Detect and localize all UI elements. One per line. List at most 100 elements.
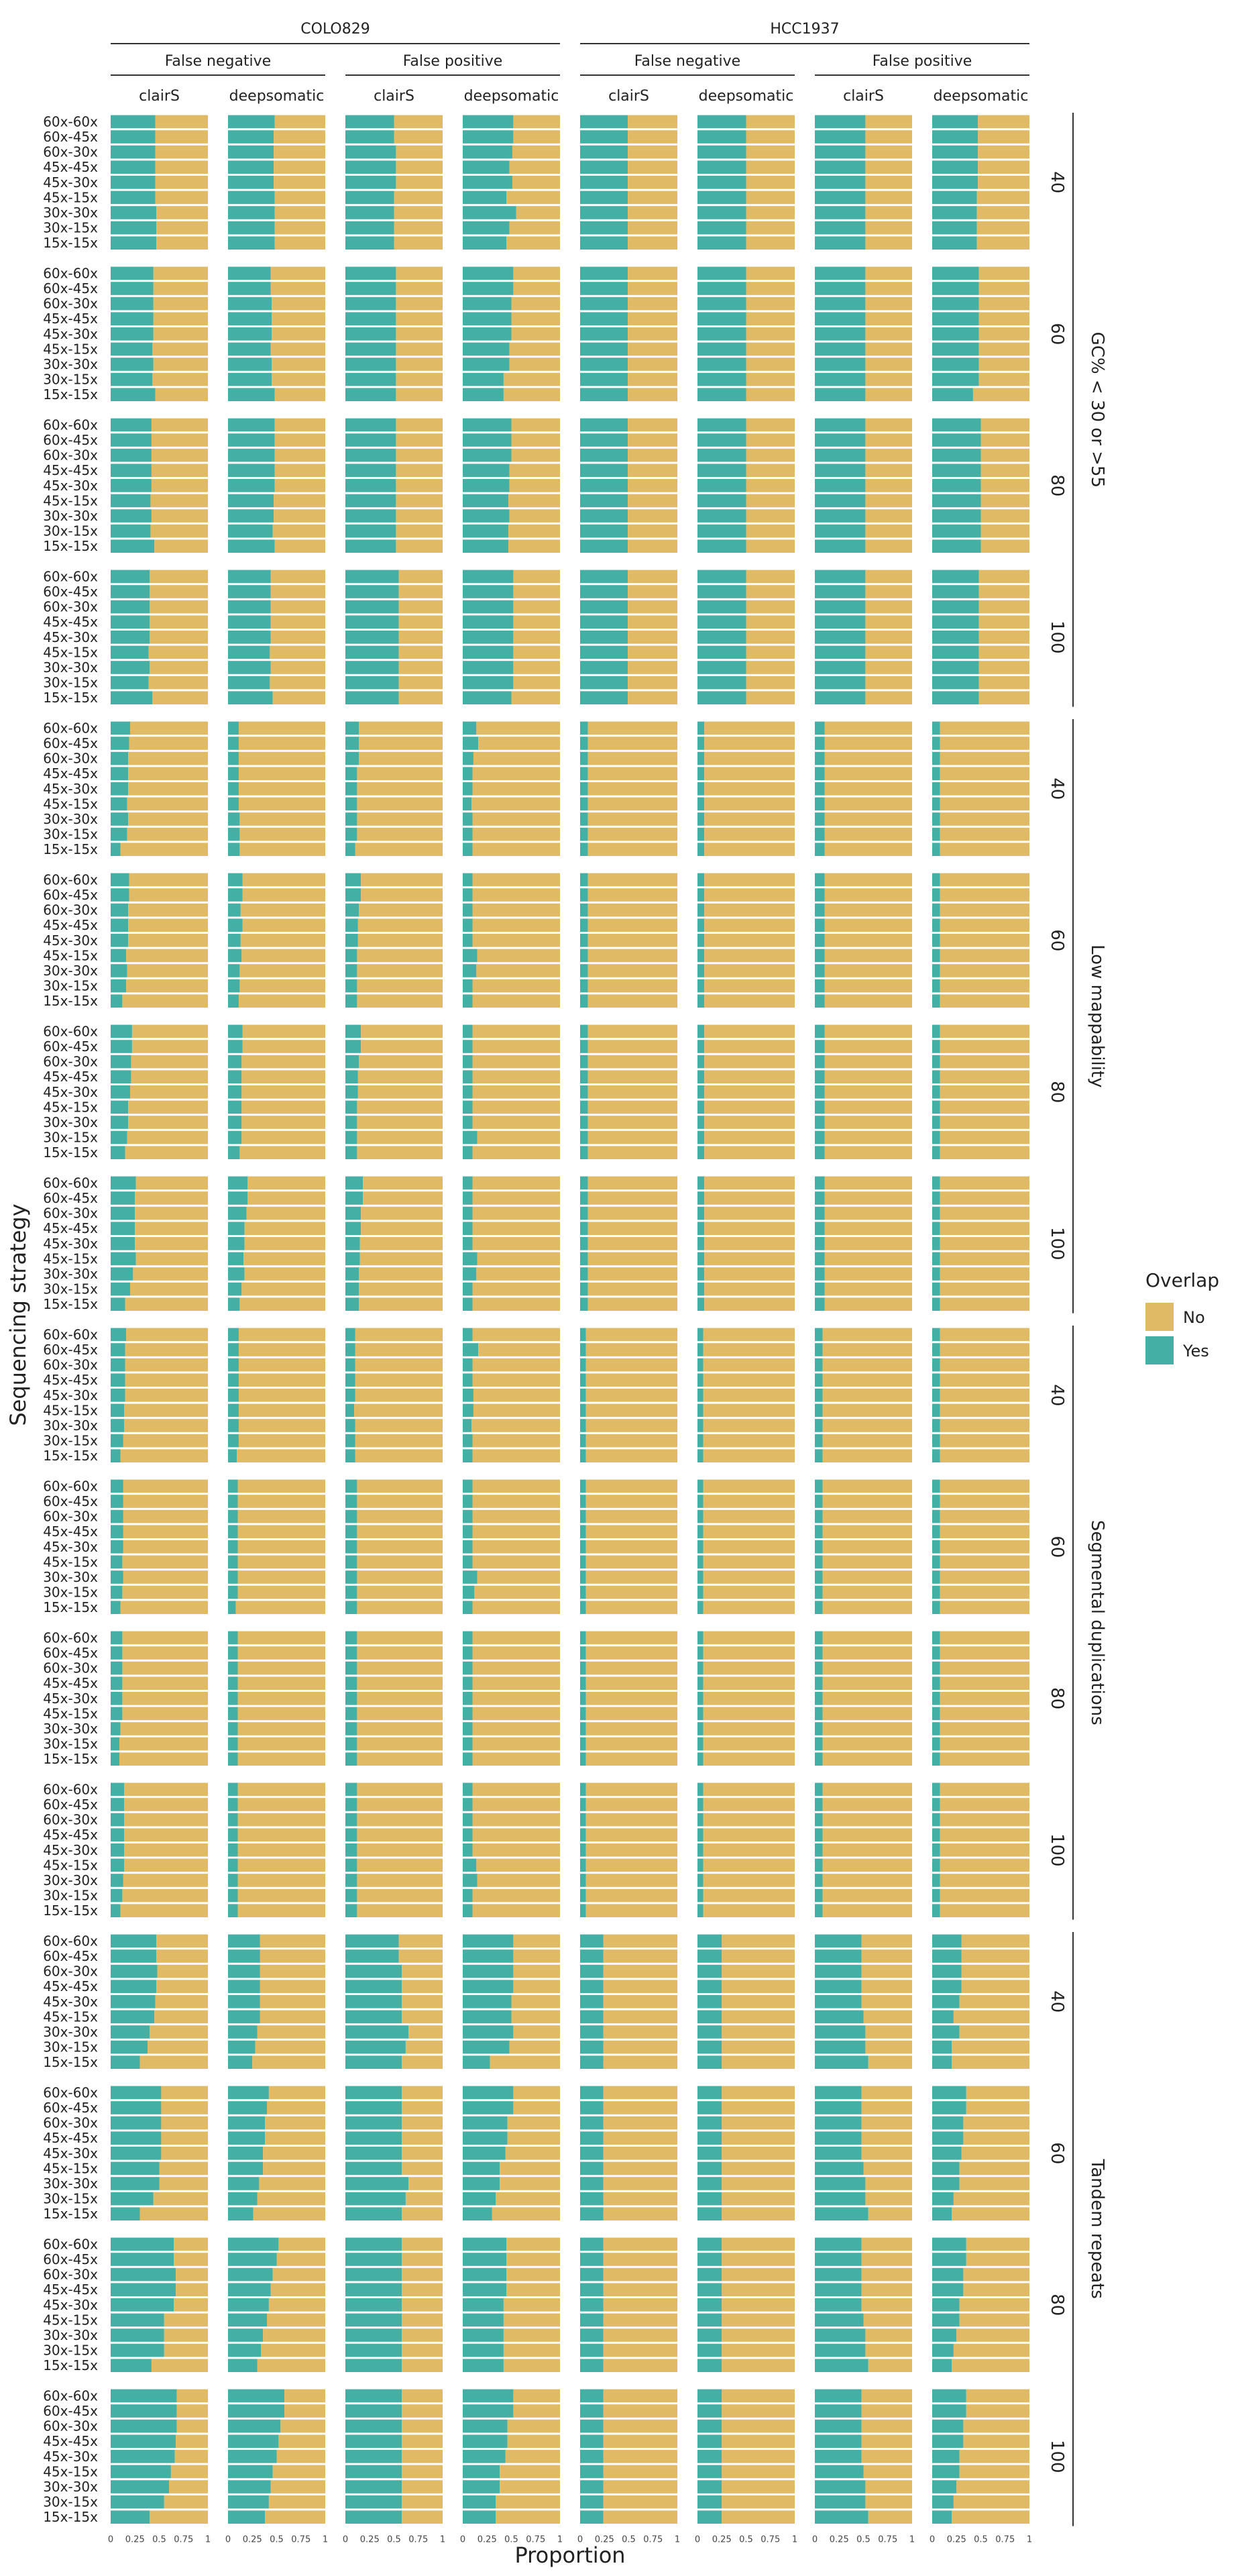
bar-no <box>746 539 795 553</box>
bar-no <box>703 1555 795 1569</box>
bar-no <box>865 464 912 477</box>
bar-no <box>270 2283 325 2296</box>
bar-yes <box>111 873 129 887</box>
bar-yes <box>697 1980 722 1993</box>
bar-no <box>176 2267 208 2282</box>
bar-no <box>703 1828 795 1841</box>
bar-no <box>628 176 677 189</box>
bar-no <box>361 888 443 902</box>
bar-yes <box>111 2419 177 2433</box>
bar-yes <box>345 615 399 629</box>
bar-no <box>122 1692 208 1705</box>
bar-no <box>513 1980 560 1993</box>
legend-swatch-no <box>1145 1303 1174 1331</box>
bar-yes <box>580 1449 586 1462</box>
category-tick-label: 60x-30x <box>43 1205 98 1222</box>
bar-yes <box>228 1555 238 1569</box>
bar-no <box>472 888 560 902</box>
bar-no <box>585 1752 677 1766</box>
bar-yes <box>111 1176 136 1190</box>
bar-yes <box>345 1964 402 1978</box>
bar-yes <box>345 160 396 174</box>
bar-no <box>472 1646 560 1660</box>
bar-yes <box>932 206 977 219</box>
bar-yes <box>463 266 514 280</box>
bar-no <box>585 1328 677 1342</box>
bar-no <box>746 206 795 219</box>
bar-no <box>628 615 677 629</box>
bar-no <box>704 797 795 811</box>
bar-yes <box>463 1373 473 1387</box>
bar-no <box>472 1176 560 1190</box>
category-tick-label: 60x-30x <box>43 1964 98 1980</box>
bar-yes <box>228 1585 238 1599</box>
bar-yes <box>580 1995 604 2008</box>
bar-no <box>122 1707 208 1721</box>
bar-yes <box>463 2253 507 2266</box>
bar-yes <box>345 2207 402 2220</box>
bar-yes <box>111 2040 148 2054</box>
bar-yes <box>580 160 628 174</box>
bar-yes <box>463 221 510 235</box>
category-tick-label: 30x-30x <box>43 1114 98 1130</box>
bar-yes <box>111 1191 135 1205</box>
facet-panel <box>111 266 208 401</box>
bar-yes <box>580 1176 588 1190</box>
bar-yes <box>345 1358 355 1372</box>
bar-yes <box>111 282 154 295</box>
bar-yes <box>580 1676 586 1690</box>
bar-no <box>824 1116 912 1129</box>
bar-yes <box>815 1085 825 1099</box>
bar-no <box>978 358 1029 371</box>
bar-no <box>861 2450 912 2463</box>
bar-no <box>865 312 912 325</box>
bar-yes <box>345 206 394 219</box>
bar-no <box>628 130 677 144</box>
bar-yes <box>111 539 155 553</box>
bar-no <box>265 2116 325 2130</box>
category-tick-label: 60x-60x <box>43 265 98 281</box>
bar-no <box>703 1570 795 1584</box>
bar-yes <box>815 2328 866 2342</box>
bar-no <box>722 2253 795 2266</box>
bar-yes <box>932 1237 940 1250</box>
bar-yes <box>697 509 746 523</box>
bar-yes <box>111 691 153 704</box>
bar-no <box>513 2101 560 2114</box>
bar-yes <box>463 903 473 917</box>
bar-no <box>940 1237 1029 1250</box>
category-tick-label: 30x-30x <box>43 2479 98 2495</box>
bar-no <box>822 1358 912 1372</box>
bar-no <box>978 585 1029 598</box>
bar-no <box>940 1692 1029 1705</box>
bar-yes <box>580 721 588 735</box>
bar-no <box>976 221 1029 235</box>
bar-no <box>477 1874 560 1887</box>
facet-panel <box>580 2389 677 2524</box>
facet-panel <box>463 266 560 401</box>
bar-yes <box>815 1070 825 1083</box>
bar-no <box>472 1191 560 1205</box>
bar-no <box>396 176 443 189</box>
bar-no <box>274 509 325 523</box>
bar-no <box>513 676 560 690</box>
bar-yes <box>932 236 977 250</box>
bar-no <box>396 342 443 356</box>
bar-no <box>402 2343 443 2357</box>
bar-yes <box>228 767 239 780</box>
bar-yes <box>463 1297 473 1311</box>
bar-yes <box>345 827 357 841</box>
bar-yes <box>697 115 746 129</box>
bar-no <box>628 372 677 386</box>
bar-yes <box>228 645 270 659</box>
bar-yes <box>932 888 940 902</box>
bar-yes <box>228 2116 266 2130</box>
bar-no <box>824 827 912 841</box>
bar-no <box>472 1206 560 1220</box>
bar-no <box>124 1813 208 1827</box>
bar-no <box>363 1191 443 1205</box>
bar-no <box>703 1888 795 1902</box>
bar-no <box>940 918 1029 932</box>
bar-yes <box>345 312 396 325</box>
facet-panel <box>932 1934 1029 2069</box>
